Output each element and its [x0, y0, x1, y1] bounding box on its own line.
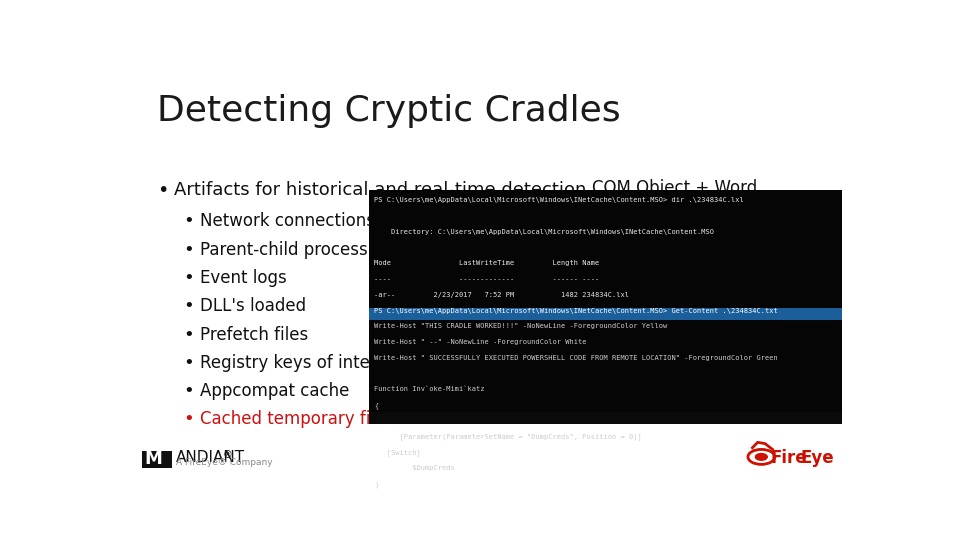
Bar [370, 190, 842, 424]
Text: Directory: C:\Users\me\AppData\Local\Microsoft\Windows\INetCache\Content.MSO: Directory: C:\Users\me\AppData\Local\Mic… [374, 228, 714, 234]
Text: Artifacts for historical and real-time detection: Artifacts for historical and real-time d… [174, 181, 586, 199]
Text: •: • [183, 326, 194, 343]
Text: Cached temporary files: Cached temporary files [200, 410, 394, 428]
Text: M: M [145, 450, 162, 468]
Bar [370, 308, 842, 320]
Bar [142, 451, 172, 468]
Text: •: • [157, 181, 169, 200]
Text: Registry keys of interest: Registry keys of interest [200, 354, 401, 372]
Text: {: { [374, 402, 378, 409]
Text: •: • [183, 354, 194, 372]
Text: -ar--         2/23/2017   7:52 PM           1482 234834C.lxl: -ar-- 2/23/2017 7:52 PM 1482 234834C.lxl [374, 292, 630, 298]
Text: $DumpCreds: $DumpCreds [374, 465, 455, 471]
Text: ): ) [374, 481, 378, 488]
Text: Event logs: Event logs [200, 269, 286, 287]
Text: ®: ® [223, 450, 232, 460]
Text: •: • [183, 241, 194, 259]
Text: Parent-child process rela…: Parent-child process rela… [200, 241, 420, 259]
Text: Fire: Fire [771, 449, 807, 467]
Text: Write-Host " --" -NoNewLine -ForegroundColor White: Write-Host " --" -NoNewLine -ForegroundC… [374, 339, 587, 345]
Text: A FireEye® Company: A FireEye® Company [176, 458, 273, 467]
Text: Param(: Param( [374, 418, 400, 424]
Text: COM Object + Word: COM Object + Word [592, 179, 757, 197]
Text: •: • [183, 382, 194, 400]
Text: [Switch]: [Switch] [374, 449, 421, 456]
Text: Prefetch files: Prefetch files [200, 326, 308, 343]
Text: ANDIANT: ANDIANT [176, 450, 245, 465]
Text: Function Inv`oke-Mimi`katz: Function Inv`oke-Mimi`katz [374, 386, 485, 392]
Text: ----                -------------         ------ ----: ---- ------------- ------ ---- [374, 276, 600, 282]
Text: Network connections: Network connections [200, 212, 374, 231]
Text: Eye: Eye [801, 449, 834, 467]
Text: Write-Host "THIS CRADLE WORKED!!!" -NoNewLine -ForegroundColor Yellow: Write-Host "THIS CRADLE WORKED!!!" -NoNe… [374, 323, 668, 329]
Text: •: • [183, 297, 194, 315]
Text: •: • [183, 410, 194, 428]
Text: •: • [183, 269, 194, 287]
Bar [370, 412, 842, 424]
Text: Write-Host " SUCCESSFULLY EXECUTED POWERSHELL CODE FROM REMOTE LOCATION" -Foregr: Write-Host " SUCCESSFULLY EXECUTED POWER… [374, 355, 779, 361]
Text: Detecting Cryptic Cradles: Detecting Cryptic Cradles [157, 94, 621, 128]
Text: Mode                LastWriteTime         Length Name: Mode LastWriteTime Length Name [374, 260, 600, 266]
Text: PS C:\Users\me\AppData\Local\Microsoft\Windows\INetCache\Content.MSO> dir .\2348: PS C:\Users\me\AppData\Local\Microsoft\W… [374, 197, 744, 203]
Text: Appcompat cache: Appcompat cache [200, 382, 349, 400]
Text: PS C:\Users\me\AppData\Local\Microsoft\Windows\INetCache\Content.MSO> Get-Conten: PS C:\Users\me\AppData\Local\Microsoft\W… [374, 308, 779, 314]
Circle shape [756, 454, 767, 460]
Text: •: • [183, 212, 194, 231]
Text: [Parameter(ParameterSetName = "DumpCreds", Position = 0)]: [Parameter(ParameterSetName = "DumpCreds… [374, 434, 642, 440]
Text: DLL's loaded: DLL's loaded [200, 297, 305, 315]
